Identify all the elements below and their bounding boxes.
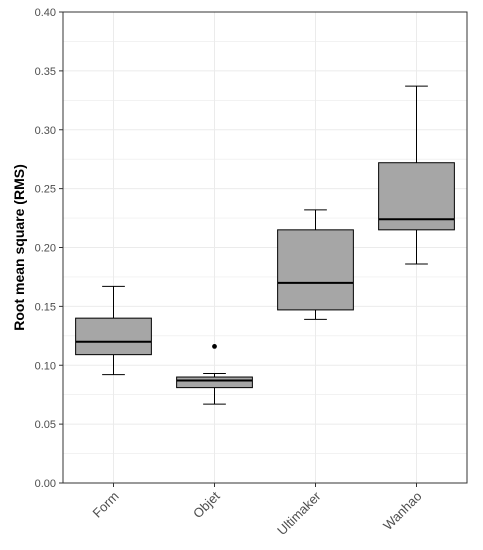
y-tick-label: 0.05 [35, 419, 56, 431]
y-tick-label: 0.35 [35, 66, 56, 78]
y-tick-label: 0.00 [35, 478, 56, 490]
box-iqr [75, 317, 152, 356]
box-form [75, 285, 152, 376]
y-axis: 0.00 0.05 0.10 0.15 0.20 0.25 0.30 0.35 0.40 [35, 7, 63, 490]
box-iqr [176, 376, 253, 389]
box-ultimaker [277, 209, 354, 320]
y-tick-label: 0.25 [35, 184, 56, 196]
y-tick-label: 0.40 [35, 7, 56, 19]
box-iqr [277, 229, 354, 311]
y-axis-title: Root mean square (RMS) [11, 164, 27, 330]
outlier-point [212, 344, 217, 349]
y-tick-label: 0.20 [35, 243, 56, 255]
box-objet [176, 344, 253, 405]
y-tick-label: 0.30 [35, 125, 56, 137]
y-tick-label: 0.15 [35, 301, 56, 313]
boxes-layer [75, 85, 455, 405]
box-wanhao [378, 85, 455, 265]
y-tick-label: 0.10 [35, 360, 56, 372]
